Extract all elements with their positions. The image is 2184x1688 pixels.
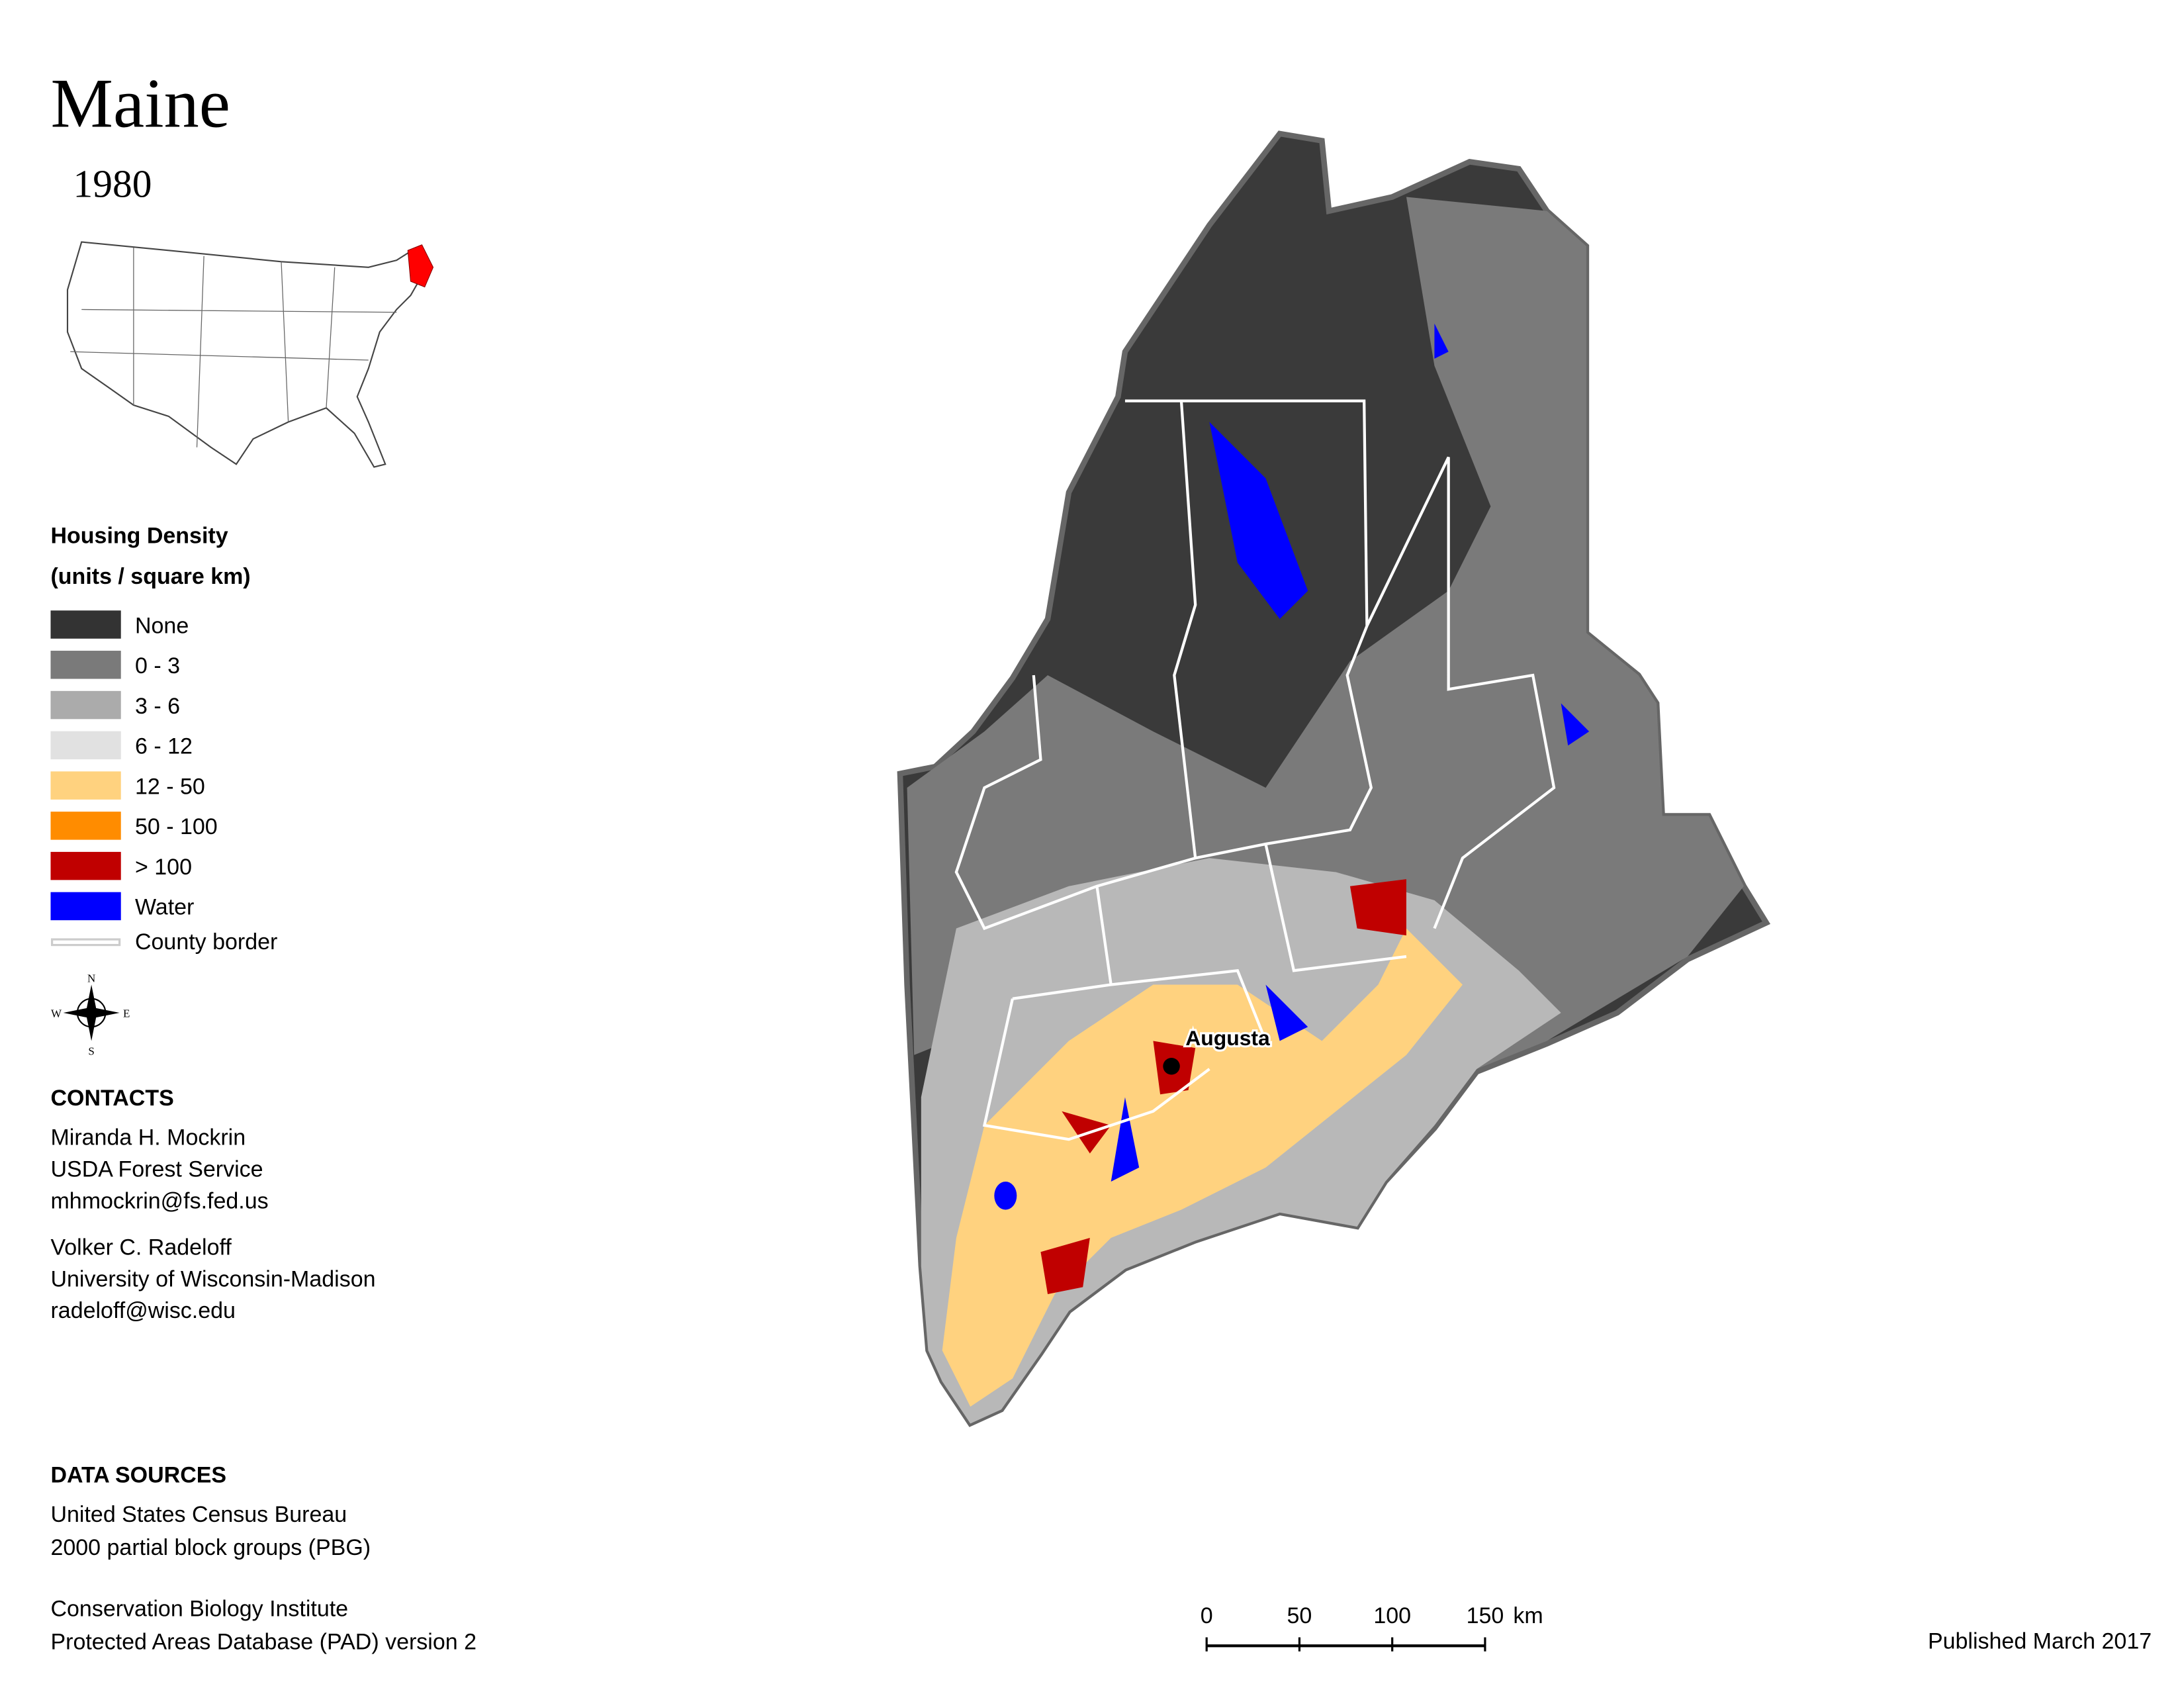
region-suburban xyxy=(942,928,1463,1407)
legend-subtitle: (units / square km) xyxy=(50,564,250,589)
compass: N S E W xyxy=(51,972,130,1057)
source-line: 2000 partial block groups (PBG) xyxy=(50,1535,371,1560)
legend-label: 0 - 3 xyxy=(135,653,180,679)
legend-swatch xyxy=(50,690,121,720)
region-urban xyxy=(1040,879,1406,1294)
compass-n: N xyxy=(87,972,95,984)
legend-border-swatch xyxy=(51,938,121,947)
us-inset xyxy=(66,241,434,468)
sources-title: DATA SOURCES xyxy=(50,1463,226,1488)
compass-s: S xyxy=(88,1045,94,1058)
year: 1980 xyxy=(73,162,152,206)
source-line: United States Census Bureau xyxy=(50,1502,347,1527)
legend-label: 3 - 6 xyxy=(135,694,180,719)
legend-label: 6 - 12 xyxy=(135,734,193,759)
legend-title: Housing Density xyxy=(50,523,228,548)
legend-swatch xyxy=(50,771,121,800)
contacts-title: CONTACTS xyxy=(50,1086,173,1111)
compass-star xyxy=(63,984,120,1041)
contact-line: USDA Forest Service xyxy=(50,1157,263,1182)
legend-label: > 100 xyxy=(135,855,192,880)
legend-swatch xyxy=(50,731,121,760)
contact-line: Miranda H. Mockrin xyxy=(50,1125,246,1150)
scale-label: 100 xyxy=(1373,1603,1411,1628)
capital-marker xyxy=(1163,1057,1180,1075)
published: Published March 2017 xyxy=(1928,1628,2152,1654)
source-line: Conservation Biology Institute xyxy=(50,1597,348,1622)
contact-line: University of Wisconsin-Madison xyxy=(50,1266,375,1291)
water xyxy=(994,323,1590,1210)
source-line: Protected Areas Database (PAD) version 2 xyxy=(50,1630,477,1655)
legend: None 0 - 3 3 - 6 6 - 12 12 - 50 50 - 100 > 100… xyxy=(50,610,277,955)
scale-bar: 0 50 100 150 km xyxy=(1201,1603,1543,1652)
region-low xyxy=(907,197,1744,1098)
data-sources: United States Census Bureau 2000 partial … xyxy=(50,1502,477,1654)
legend-swatch xyxy=(50,812,121,840)
contact-line: Volker C. Radeloff xyxy=(50,1235,232,1260)
city-label: Augusta xyxy=(1185,1026,1270,1050)
legend-label: 50 - 100 xyxy=(135,814,218,839)
county-borders xyxy=(954,399,1556,1141)
legend-label: County border xyxy=(135,929,277,955)
legend-swatch xyxy=(50,651,121,679)
legend-swatch xyxy=(50,892,121,921)
scale-label: 150 xyxy=(1467,1603,1504,1628)
compass-e: E xyxy=(123,1007,130,1019)
legend-swatch xyxy=(50,851,121,880)
state-lines xyxy=(70,248,397,447)
maine-inset xyxy=(407,244,434,288)
contacts: Miranda H. Mockrin USDA Forest Service mhm… xyxy=(50,1125,375,1323)
scale-label: 50 xyxy=(1287,1603,1312,1628)
maine-map: Augusta xyxy=(897,130,1771,1427)
legend-label: Water xyxy=(135,895,194,920)
compass-w: W xyxy=(51,1007,62,1019)
us-outline xyxy=(66,241,423,468)
contact-line: radeloff@wisc.edu xyxy=(50,1298,235,1323)
scale-label: 0 xyxy=(1201,1603,1213,1628)
legend-label: 12 - 50 xyxy=(135,774,205,799)
contact-line: mhmockrin@fs.fed.us xyxy=(50,1188,268,1213)
legend-label: None xyxy=(135,613,189,638)
title: Maine xyxy=(50,64,230,142)
legend-swatch xyxy=(50,610,121,639)
scale-unit: km xyxy=(1513,1603,1543,1628)
